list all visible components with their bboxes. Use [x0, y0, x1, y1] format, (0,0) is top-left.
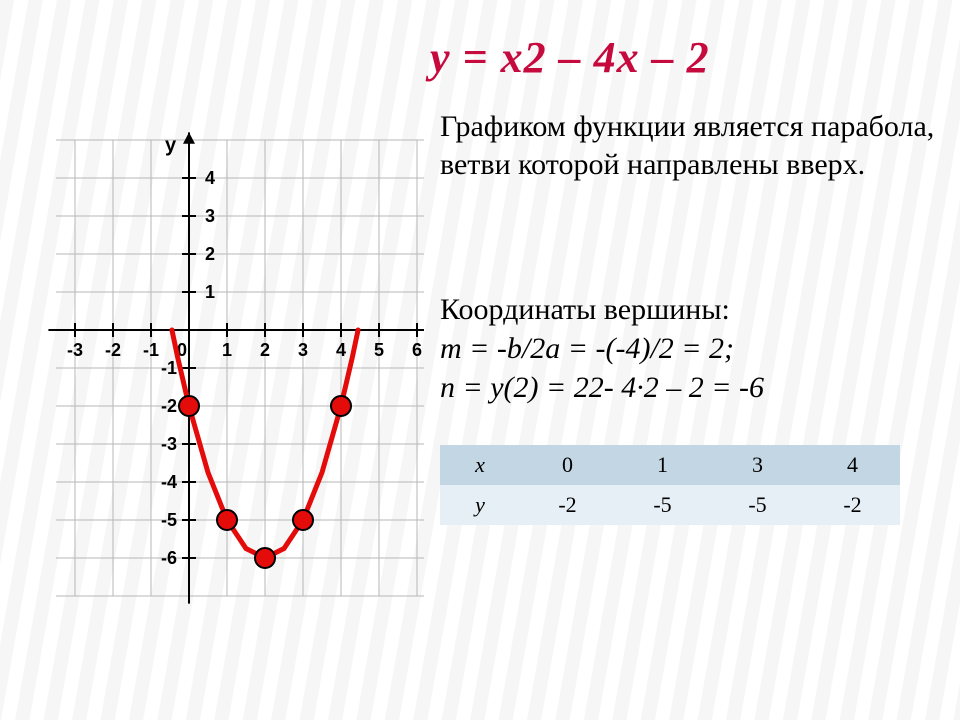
svg-text:4: 4 [205, 168, 215, 188]
description-1: Графиком функции является парабола, ветв… [440, 108, 940, 183]
svg-text:-6: -6 [161, 548, 177, 568]
svg-text:3: 3 [205, 206, 215, 226]
svg-text:-4: -4 [161, 472, 177, 492]
svg-text:2: 2 [205, 244, 215, 264]
table-cell: -2 [520, 485, 615, 525]
equation-title: y = x2 – 4x – 2 [430, 32, 710, 83]
parabola-chart: -3-2-112345601234-1-2-3-4-5-6xy [24, 60, 424, 680]
description-2: Координаты вершины: m = -b/2a = -(-4)/2 … [440, 290, 940, 407]
svg-text:-3: -3 [67, 340, 83, 360]
table-cell: -2 [805, 485, 900, 525]
vertex-m: m = -b/2a = -(-4)/2 = 2; [440, 332, 734, 365]
values-table: x0134y-2-5-5-2 [440, 445, 900, 525]
svg-text:-1: -1 [161, 358, 177, 378]
svg-text:1: 1 [222, 340, 232, 360]
svg-text:5: 5 [374, 340, 384, 360]
table-cell: -5 [710, 485, 805, 525]
svg-text:3: 3 [298, 340, 308, 360]
table-cell: y [440, 485, 520, 525]
table-cell: 1 [615, 445, 710, 485]
svg-text:-5: -5 [161, 510, 177, 530]
table-cell: x [440, 445, 520, 485]
table-cell: -5 [615, 485, 710, 525]
svg-text:-1: -1 [143, 340, 159, 360]
svg-text:y: y [165, 134, 177, 156]
svg-text:-2: -2 [161, 396, 177, 416]
svg-text:-2: -2 [105, 340, 121, 360]
svg-text:2: 2 [260, 340, 270, 360]
svg-text:6: 6 [412, 340, 422, 360]
table-cell: 0 [520, 445, 615, 485]
vertex-heading: Координаты вершины: [440, 293, 730, 326]
svg-text:4: 4 [336, 340, 346, 360]
svg-text:-3: -3 [161, 434, 177, 454]
table-cell: 3 [710, 445, 805, 485]
svg-text:1: 1 [205, 282, 215, 302]
vertex-n: n = y(2) = 22- 4·2 – 2 = -6 [440, 371, 764, 404]
table-cell: 4 [805, 445, 900, 485]
